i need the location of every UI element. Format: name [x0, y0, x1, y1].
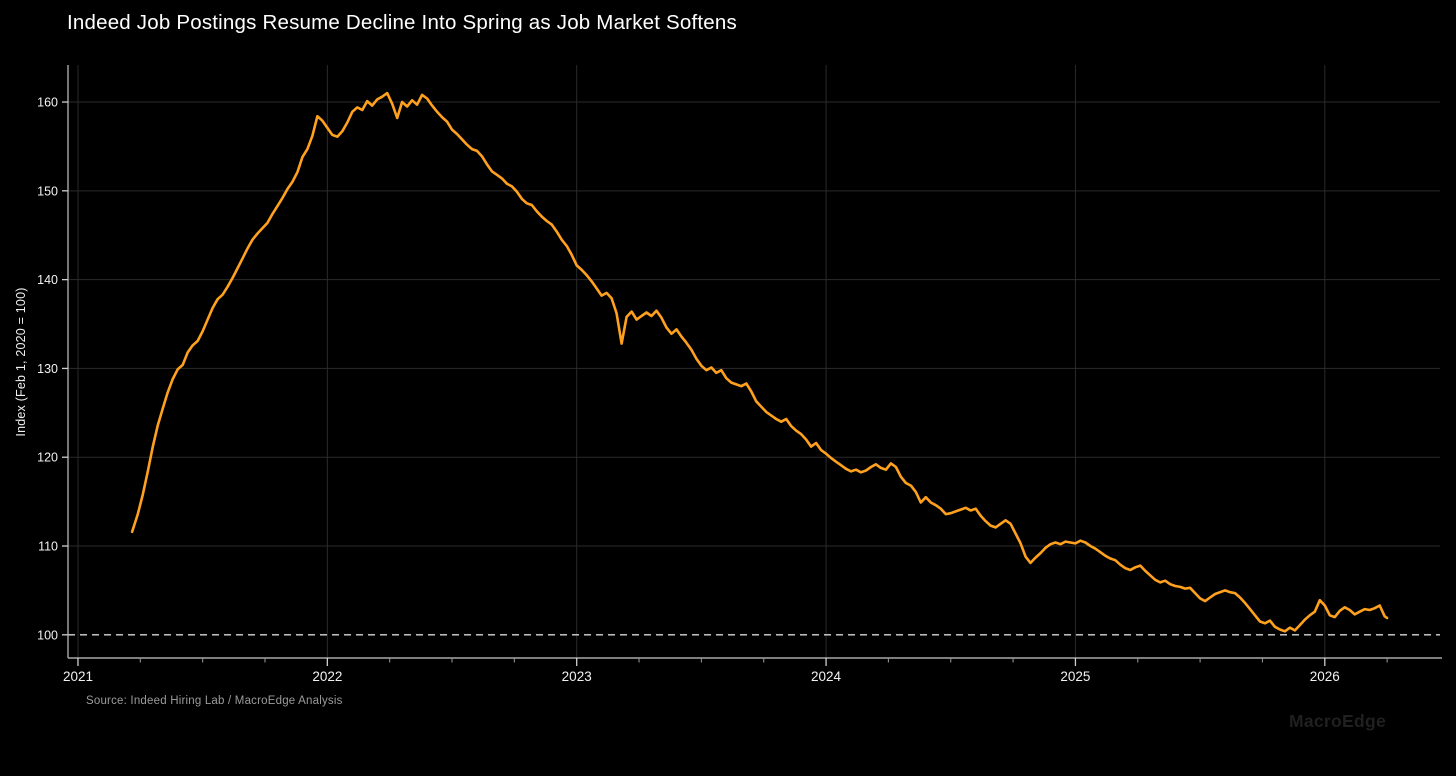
x-tick-label: 2024: [811, 669, 842, 684]
x-tick-label: 2022: [312, 669, 342, 684]
x-tick-label: 2026: [1310, 669, 1340, 684]
chart-title: Indeed Job Postings Resume Decline Into …: [67, 11, 737, 34]
y-axis-label: Index (Feb 1, 2020 = 100): [14, 287, 28, 437]
x-tick-label: 2023: [562, 669, 592, 684]
source-note: Source: Indeed Hiring Lab / MacroEdge An…: [86, 695, 343, 707]
series-line-indeed-job-postings-index: [130, 91, 1389, 633]
watermark: MacroEdge: [1288, 711, 1386, 731]
x-tick-label: 2025: [1060, 669, 1090, 684]
y-tick-label: 120: [37, 451, 58, 465]
y-tick-label: 110: [38, 540, 58, 554]
x-tick-label: 2021: [63, 669, 93, 684]
y-tick-label: 130: [37, 362, 58, 376]
y-tick-label: 100: [37, 628, 58, 642]
y-tick-label: 160: [37, 96, 58, 110]
y-tick-label: 140: [37, 273, 58, 287]
y-tick-label: 150: [37, 184, 58, 198]
